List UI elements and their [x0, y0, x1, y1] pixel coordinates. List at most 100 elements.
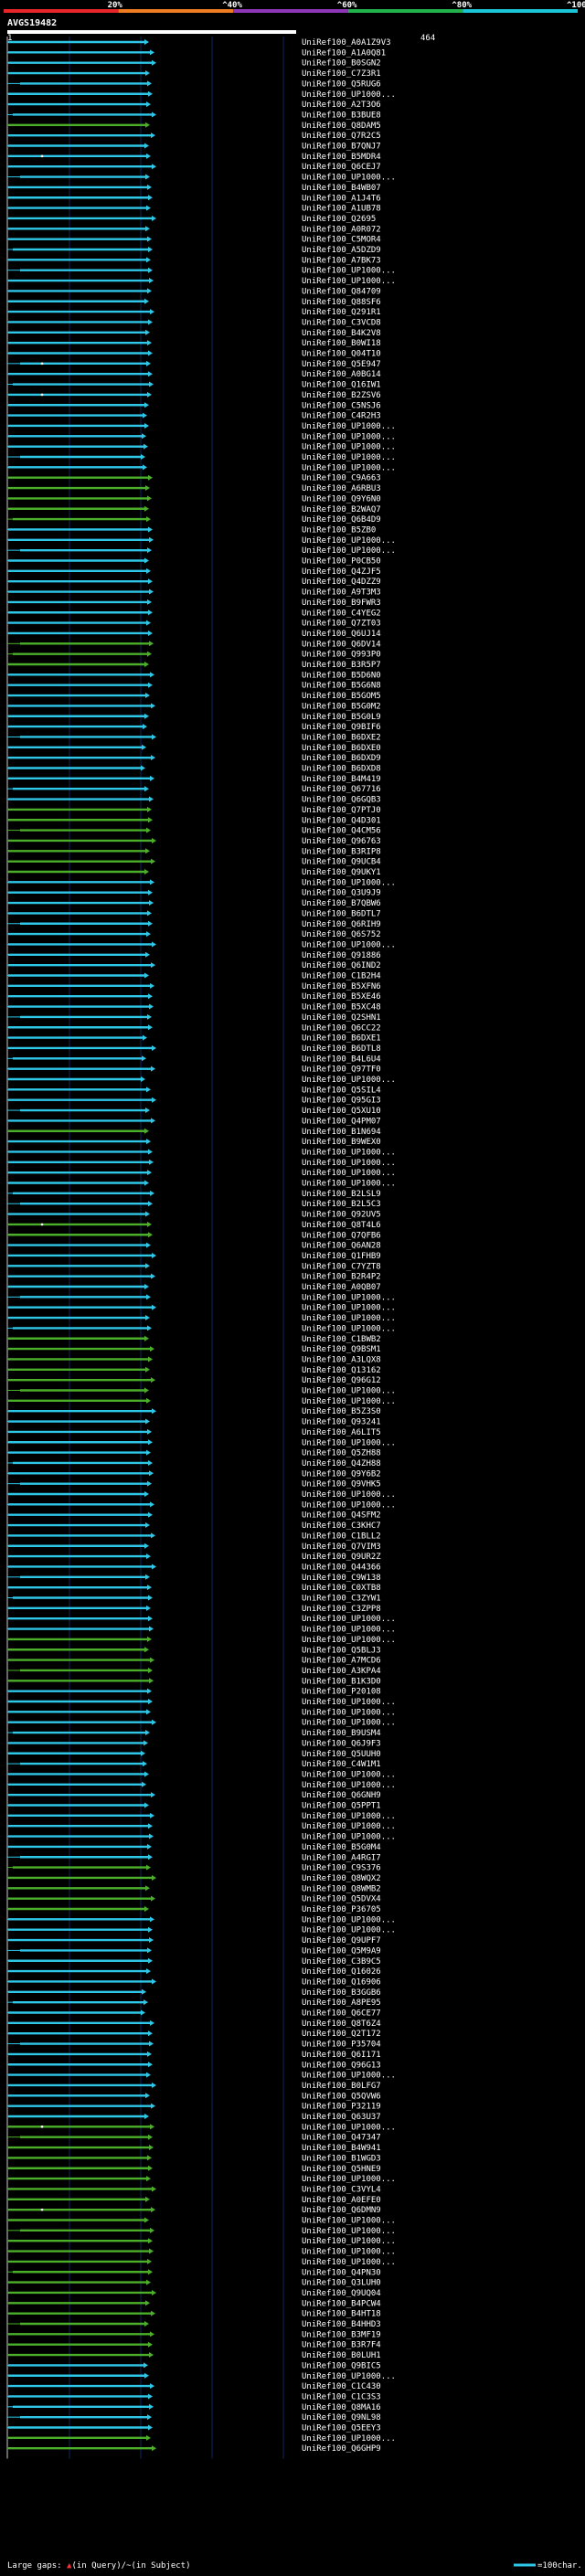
subject-id-label: UniRef100_A4RGI7 — [302, 1853, 381, 1862]
alignment-arrowhead — [146, 360, 151, 366]
alignment-arrowhead — [149, 900, 154, 906]
subject-id-label: UniRef100_Q6CE77 — [302, 2009, 381, 2019]
alignment-arrowhead — [152, 164, 156, 170]
alignment-row: UniRef100_Q04T10 — [7, 350, 381, 359]
subject-id-label: UniRef100_A7MCD6 — [302, 1657, 381, 1666]
alignment-arrowhead — [149, 536, 154, 543]
alignment-row: UniRef100_Q4D301 — [7, 816, 381, 825]
subject-id-label: UniRef100_C7Z3R1 — [302, 69, 381, 79]
alignment-row: UniRef100_B6DTL8 — [7, 1044, 381, 1054]
subject-id-label: UniRef100_C9S376 — [302, 1864, 381, 1873]
alignment-arrowhead — [147, 288, 152, 294]
alignment-arrowhead — [148, 1854, 153, 1860]
alignment-row: UniRef100_Q16IW1 — [7, 381, 381, 390]
alignment-row: UniRef100_P35704 — [7, 2041, 381, 2050]
alignment-row: UniRef100_UP1000... — [7, 463, 396, 472]
alignment-arrowhead — [147, 599, 152, 605]
alignment-row: UniRef100_Q9BIF6 — [7, 723, 381, 732]
alignment-row: UniRef100_Q5PPT1 — [7, 1802, 381, 1811]
alignment-arrowhead — [148, 267, 153, 273]
alignment-row: UniRef100_UP1000... — [7, 1387, 396, 1396]
alignment-arrowhead — [144, 2362, 148, 2369]
subject-id-label: UniRef100_UP1000... — [302, 463, 396, 472]
alignment-arrowhead — [148, 2165, 153, 2171]
subject-id-label: UniRef100_Q4D301 — [302, 816, 381, 825]
alignment-arrowhead — [143, 724, 147, 730]
subject-id-label: UniRef100_UP1000... — [302, 546, 396, 556]
alignment-arrowhead — [147, 340, 152, 346]
subject-id-label: UniRef100_Q3U9J9 — [302, 889, 381, 898]
alignment-arrowhead — [145, 485, 150, 492]
subject-id-label: UniRef100_B1K3D0 — [302, 1677, 381, 1686]
subject-id-label: UniRef100_Q2SHN1 — [302, 1013, 381, 1023]
alignment-arrowhead — [150, 1916, 154, 1923]
alignment-arrowhead — [148, 682, 153, 688]
subject-id-label: UniRef100_Q2695 — [302, 215, 376, 224]
alignment-arrowhead — [146, 2072, 151, 2078]
alignment-arrowhead — [142, 433, 146, 440]
alignment-arrowhead — [151, 703, 155, 709]
alignment-arrowhead — [151, 858, 155, 864]
alignment-arrowhead — [146, 153, 151, 159]
subject-id-label: UniRef100_B9WEX0 — [302, 1138, 381, 1147]
alignment-row: UniRef100_Q6IND2 — [7, 961, 381, 970]
alignment-arrowhead — [147, 1170, 152, 1176]
alignment-row: UniRef100_Q63U37 — [7, 2113, 381, 2122]
subject-id-label: UniRef100_A5DZD9 — [302, 246, 381, 255]
subject-id-label: UniRef100_Q6GNH9 — [302, 1791, 381, 1800]
alignment-row: UniRef100_B5G6N8 — [7, 682, 381, 691]
subject-id-label: UniRef100_C4R2H3 — [302, 412, 381, 421]
alignment-row: UniRef100_Q9UKY1 — [7, 868, 381, 877]
subject-id-label: UniRef100_Q91886 — [302, 951, 381, 960]
subject-id-label: UniRef100_UP1000... — [302, 2237, 396, 2246]
alignment-row: UniRef100_Q84709 — [7, 287, 381, 296]
alignment-row: UniRef100_Q9UCB4 — [7, 858, 381, 867]
alignment-arrowhead — [150, 49, 154, 56]
alignment-arrowhead — [148, 2238, 153, 2244]
alignment-arrowhead — [152, 941, 156, 948]
alignment-arrowhead — [145, 1418, 150, 1425]
subject-id-label: UniRef100_P35704 — [302, 2041, 381, 2050]
alignment-arrowhead — [145, 693, 150, 699]
alignment-row: UniRef100_C3KHC7 — [7, 1521, 381, 1531]
subject-id-label: UniRef100_UP1000... — [302, 2248, 396, 2257]
alignment-arrowhead — [145, 122, 150, 128]
subject-id-label: UniRef100_UP1000... — [302, 1148, 396, 1157]
alignment-row: UniRef100_B0SGN2 — [7, 59, 381, 69]
alignment-arrowhead — [144, 713, 149, 719]
alignment-row: UniRef100_Q4ZJF5 — [7, 567, 381, 577]
alignment-row: UniRef100_A7MCD6 — [7, 1657, 381, 1666]
alignment-arrowhead — [148, 1356, 153, 1362]
subject-id-label: UniRef100_C3B9C5 — [302, 1957, 381, 1966]
alignment-row: UniRef100_Q5DVX4 — [7, 1895, 381, 1904]
alignment-row: UniRef100_Q5HNE9 — [7, 2165, 381, 2174]
alignment-row: UniRef100_UP1000... — [7, 1781, 396, 1790]
alignment-arrowhead — [146, 1242, 151, 1248]
scale-segment — [347, 9, 463, 13]
alignment-arrowhead — [149, 2352, 154, 2359]
subject-id-label: UniRef100_C0XTB8 — [302, 1584, 381, 1593]
subject-id-label: UniRef100_Q9UR2Z — [302, 1553, 381, 1562]
alignment-arrowhead — [151, 2103, 155, 2109]
subject-id-label: UniRef100_Q5E947 — [302, 360, 381, 369]
alignment-arrowhead — [148, 2393, 153, 2400]
subject-id-label: UniRef100_UP1000... — [302, 1076, 396, 1085]
alignment-row: UniRef100_C9S376 — [7, 1864, 381, 1873]
alignment-arrowhead — [145, 1522, 150, 1529]
alignment-row: UniRef100_UP1000... — [7, 1626, 396, 1635]
alignment-row: UniRef100_B3R5P7 — [7, 661, 381, 670]
subject-id-label: UniRef100_Q2T172 — [302, 2030, 381, 2039]
subject-id-label: UniRef100_C5MOR4 — [302, 236, 381, 245]
alignment-arrowhead — [144, 1387, 149, 1394]
alignment-row: UniRef100_B3RIP8 — [7, 847, 381, 856]
alignment-row: UniRef100_Q7PTJ0 — [7, 806, 381, 815]
subject-id-label: UniRef100_A0BG14 — [302, 370, 381, 379]
subject-id-label: UniRef100_UP1000... — [302, 432, 396, 441]
subject-id-label: UniRef100_A3KPA4 — [302, 1667, 381, 1676]
alignment-row: UniRef100_C3VYL4 — [7, 2185, 381, 2194]
alignment-row: UniRef100_B4HT18 — [7, 2310, 381, 2319]
alignment-row: UniRef100_A0QB07 — [7, 1283, 381, 1292]
alignment-row: UniRef100_Q5XU10 — [7, 1107, 381, 1116]
subject-id-label: UniRef100_C3ZYW1 — [302, 1595, 381, 1604]
subject-id-label: UniRef100_UP1000... — [302, 2072, 396, 2081]
